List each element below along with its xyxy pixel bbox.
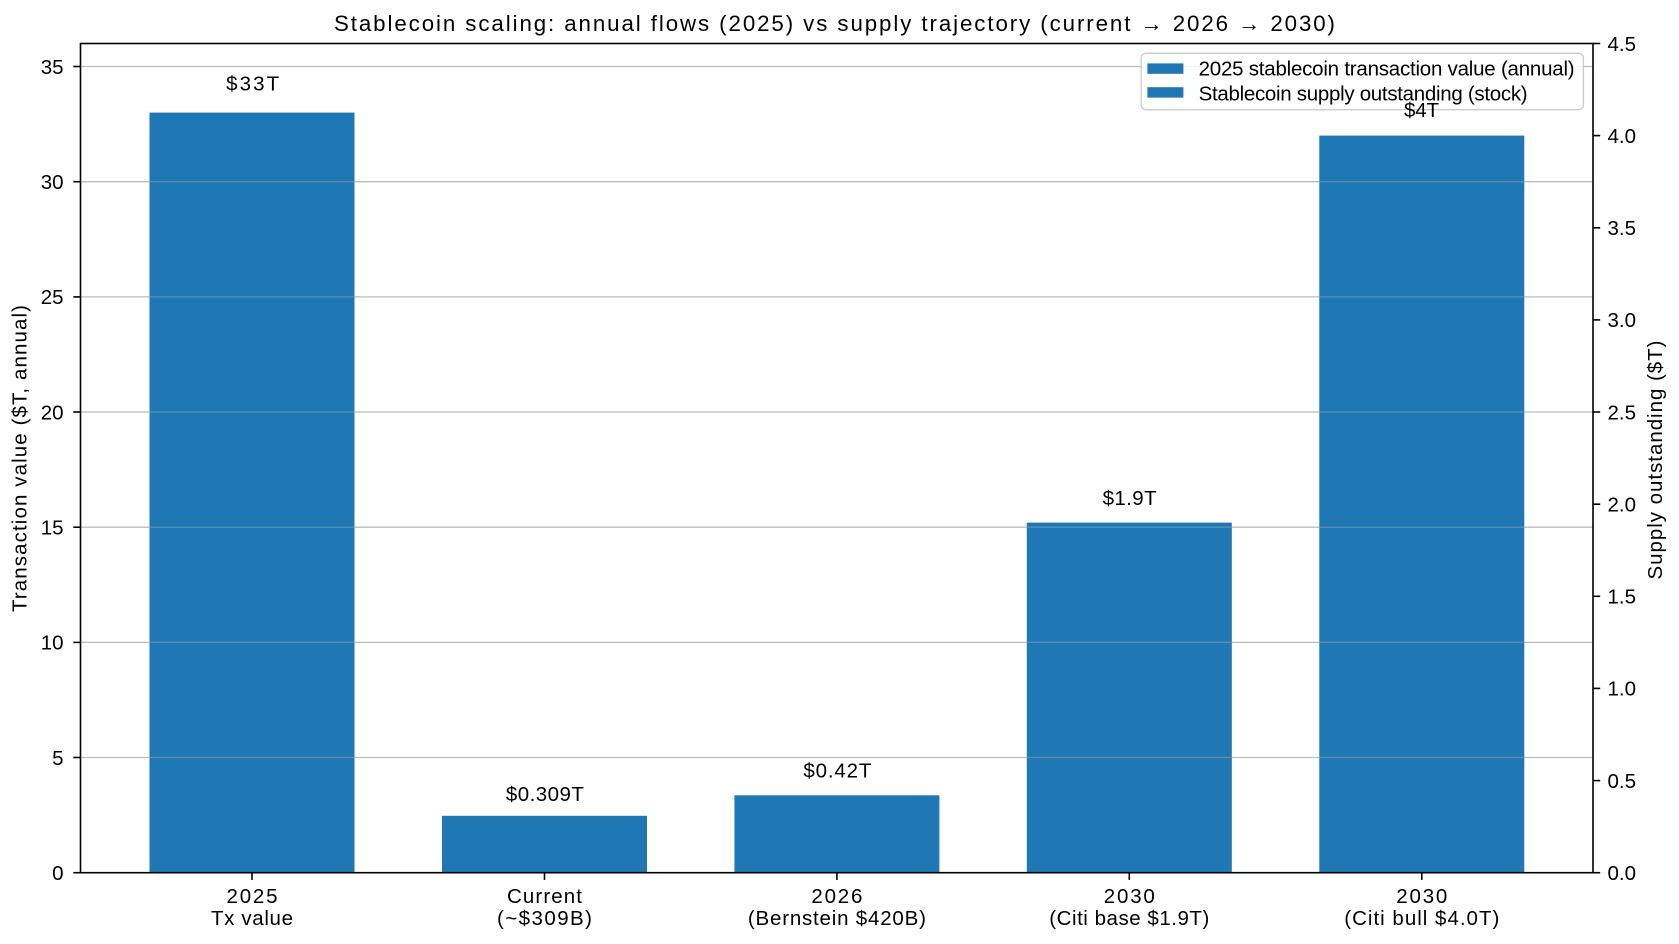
svg-text:(Citi base $1.9T): (Citi base $1.9T) [1049, 907, 1209, 930]
svg-text:10: 10 [41, 632, 64, 655]
svg-text:35: 35 [41, 56, 64, 79]
svg-text:(Bernstein $420B): (Bernstein $420B) [748, 907, 926, 930]
svg-text:Supply outstanding ($T): Supply outstanding ($T) [1644, 341, 1667, 580]
svg-text:$4T: $4T [1404, 99, 1439, 122]
svg-text:1.5: 1.5 [1608, 586, 1637, 609]
svg-text:30: 30 [41, 171, 64, 194]
svg-text:$33T: $33T [226, 73, 279, 96]
svg-text:Stablecoin scaling: annual flo: Stablecoin scaling: annual flows (2025) … [334, 11, 1335, 36]
svg-text:2030: 2030 [1104, 885, 1155, 908]
svg-text:2.5: 2.5 [1608, 401, 1637, 424]
svg-text:Transaction value ($T, annual): Transaction value ($T, annual) [9, 305, 32, 612]
svg-text:2.0: 2.0 [1608, 494, 1637, 517]
svg-text:4.0: 4.0 [1608, 125, 1637, 148]
svg-text:2030: 2030 [1396, 885, 1447, 908]
svg-text:(~$309B): (~$309B) [497, 907, 592, 930]
svg-text:2026: 2026 [811, 885, 862, 908]
svg-text:0: 0 [52, 862, 63, 885]
svg-text:(Citi bull $4.0T): (Citi bull $4.0T) [1344, 907, 1499, 930]
svg-text:2025: 2025 [227, 885, 278, 908]
svg-text:Stablecoin supply outstanding: Stablecoin supply outstanding (stock) [1199, 82, 1528, 105]
svg-text:2025 stablecoin transaction va: 2025 stablecoin transaction value (annua… [1199, 57, 1575, 80]
svg-text:Tx value: Tx value [211, 907, 293, 930]
svg-text:4.5: 4.5 [1608, 33, 1637, 56]
svg-text:5: 5 [52, 747, 63, 770]
svg-text:3.0: 3.0 [1608, 309, 1637, 332]
svg-text:0.5: 0.5 [1608, 770, 1637, 793]
svg-text:0.0: 0.0 [1608, 862, 1637, 885]
svg-text:15: 15 [41, 517, 64, 540]
svg-text:$0.309T: $0.309T [506, 783, 584, 806]
svg-text:3.5: 3.5 [1608, 217, 1637, 240]
svg-text:$1.9T: $1.9T [1103, 487, 1157, 510]
svg-text:1.0: 1.0 [1608, 678, 1637, 701]
svg-text:20: 20 [41, 401, 64, 424]
svg-text:25: 25 [41, 286, 64, 309]
svg-text:$0.42T: $0.42T [803, 760, 871, 783]
svg-text:Current: Current [507, 885, 582, 908]
